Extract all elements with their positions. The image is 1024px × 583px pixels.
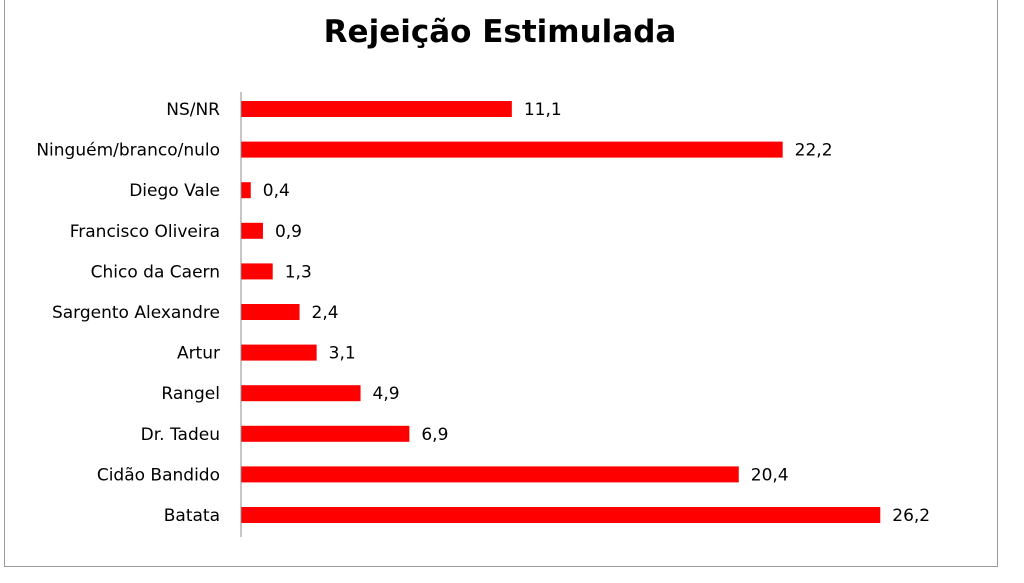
bar [241,304,300,320]
category-label: Sargento Alexandre [52,303,220,323]
chart-title: Rejeição Estimulada [323,14,677,50]
category-label: Rangel [161,384,220,404]
bar [241,507,881,523]
value-label: 0,4 [263,181,290,201]
bar [241,222,263,239]
category-label: Cidão Bandido [97,465,220,485]
value-label: 6,9 [421,425,448,445]
value-label: 0,9 [275,222,302,242]
category-label: Artur [177,344,220,364]
value-label: 26,2 [892,506,930,526]
category-label: NS/NR [166,100,220,120]
category-label: Chico da Caern [91,262,220,282]
value-label: 20,4 [751,465,789,485]
category-label: Batata [164,506,220,526]
bar-chart: NS/NR 11,1 Ninguém/branco/nulo 22,2 Diego Va… [36,92,930,537]
category-label: Ninguém/branco/nulo [36,141,220,161]
value-label: 3,1 [329,344,356,364]
value-label: 2,4 [312,303,339,323]
bars-layer [241,101,881,523]
category-label: Francisco Oliveira [70,222,220,242]
value-label: 11,1 [524,100,562,120]
value-label: 4,9 [373,384,400,404]
value-label: 22,2 [795,141,833,161]
labels-layer: NS/NR 11,1 Ninguém/branco/nulo 22,2 Diego Va… [36,100,930,526]
bar [241,344,317,361]
bar [241,263,273,280]
category-label: Dr. Tadeu [141,425,220,445]
value-label: 1,3 [285,262,312,282]
bar [241,425,410,442]
bar [241,385,361,402]
bar [241,182,251,199]
category-label: Diego Vale [129,181,220,201]
bar [241,141,783,158]
bar [241,466,739,483]
bar [241,101,512,117]
